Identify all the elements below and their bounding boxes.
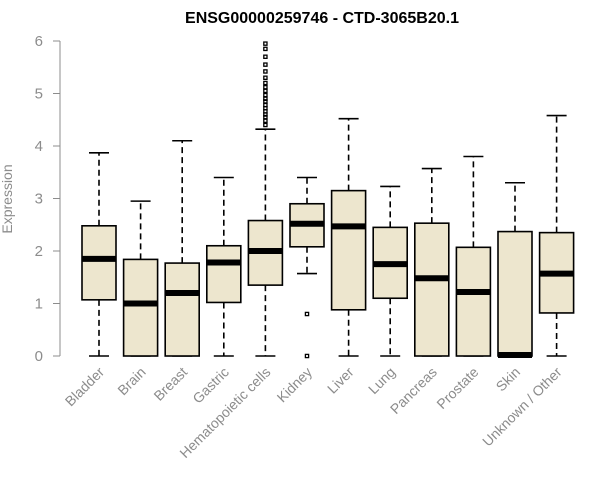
outlier-point	[263, 54, 268, 60]
y-tick-label: 3	[35, 191, 43, 208]
y-axis-label: Expression	[0, 164, 15, 233]
iqr-box	[164, 262, 200, 357]
x-tick-label: Skin	[493, 364, 524, 395]
outlier-point	[263, 46, 268, 52]
x-tick-label: Lung	[365, 364, 398, 397]
outlier-point	[263, 80, 268, 86]
outlier-point	[304, 353, 310, 359]
box-unknown-other	[538, 114, 575, 357]
outlier-point	[304, 311, 310, 317]
y-axis: 0 1 2 3 4 5 6	[35, 33, 61, 365]
box-kidney	[289, 176, 325, 359]
x-tick-label: Brain	[114, 364, 148, 398]
outlier-point	[263, 69, 268, 74]
box-breast	[164, 139, 200, 357]
x-tick-label: Liver	[324, 364, 357, 397]
outlier-point	[263, 102, 268, 108]
x-tick-label: Kidney	[274, 364, 316, 406]
outlier-point	[263, 118, 268, 124]
iqr-box	[122, 258, 159, 357]
box-lung	[372, 185, 409, 357]
x-tick-label: Prostate	[433, 364, 481, 412]
chart-title: ENSG00000259746 - CTD-3065B20.1	[185, 10, 459, 27]
y-tick-label: 1	[35, 296, 43, 313]
outlier-point	[263, 92, 268, 98]
y-tick-label: 6	[35, 33, 43, 50]
iqr-box	[206, 244, 242, 304]
outlier-point	[263, 88, 268, 94]
y-tick-label: 5	[35, 86, 43, 103]
outlier-point	[263, 84, 268, 90]
outlier-point	[263, 62, 268, 67]
y-tick-label: 2	[35, 243, 43, 260]
box-gastric	[206, 176, 242, 357]
box-liver	[330, 117, 367, 357]
box-group	[81, 41, 575, 359]
x-tick-label: Unknown / Other	[479, 364, 565, 450]
outlier-point	[263, 96, 268, 102]
y-tick-label: 4	[35, 138, 43, 155]
iqr-box	[497, 230, 533, 357]
outlier-point	[263, 41, 268, 46]
x-tick-label: Bladder	[62, 364, 108, 410]
outlier-point	[263, 122, 268, 128]
iqr-box	[455, 246, 492, 357]
outlier-point	[263, 75, 268, 81]
x-tick-label: Breast	[150, 364, 190, 404]
box-skin	[497, 181, 533, 358]
iqr-box	[81, 225, 117, 301]
box-bladder	[81, 152, 117, 357]
y-tick-label: 0	[35, 348, 43, 365]
iqr-box	[330, 189, 367, 311]
box-brain	[122, 200, 159, 357]
box-pancreas	[413, 167, 450, 357]
iqr-box	[413, 222, 450, 357]
box-hematopoietic-cells	[247, 41, 284, 357]
box-prostate	[455, 155, 492, 357]
